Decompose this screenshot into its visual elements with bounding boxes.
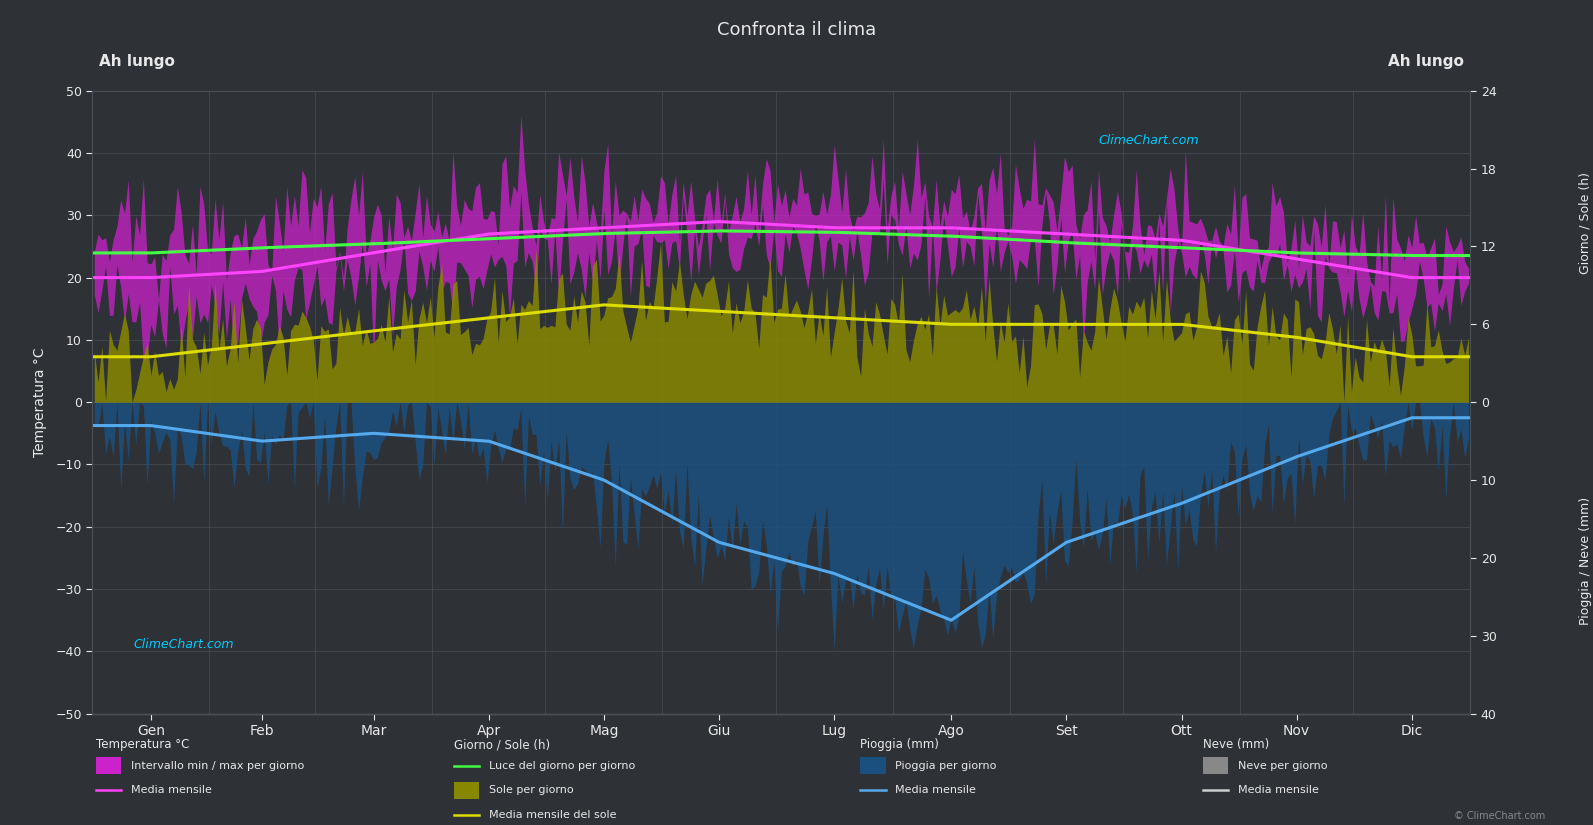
Text: Sole per giorno: Sole per giorno xyxy=(489,785,573,795)
Text: Confronta il clima: Confronta il clima xyxy=(717,21,876,39)
Text: Luce del giorno per giorno: Luce del giorno per giorno xyxy=(489,761,636,771)
Text: Intervallo min / max per giorno: Intervallo min / max per giorno xyxy=(131,761,304,771)
Y-axis label: Temperatura °C: Temperatura °C xyxy=(33,347,48,457)
Text: Pioggia per giorno: Pioggia per giorno xyxy=(895,761,997,771)
Text: Media mensile: Media mensile xyxy=(895,785,977,795)
Text: Media mensile: Media mensile xyxy=(1238,785,1319,795)
Text: Giorno / Sole (h): Giorno / Sole (h) xyxy=(454,738,550,752)
Text: Ah lungo: Ah lungo xyxy=(1388,54,1464,69)
Text: Temperatura °C: Temperatura °C xyxy=(96,738,190,752)
Text: ClimeChart.com: ClimeChart.com xyxy=(1098,134,1200,148)
Text: Media mensile del sole: Media mensile del sole xyxy=(489,810,616,820)
Text: Pioggia (mm): Pioggia (mm) xyxy=(860,738,940,752)
Text: Media mensile: Media mensile xyxy=(131,785,212,795)
Text: Giorno / Sole (h): Giorno / Sole (h) xyxy=(1579,172,1591,274)
Text: Neve (mm): Neve (mm) xyxy=(1203,738,1270,752)
Text: Ah lungo: Ah lungo xyxy=(99,54,175,69)
Text: Neve per giorno: Neve per giorno xyxy=(1238,761,1327,771)
Text: © ClimeChart.com: © ClimeChart.com xyxy=(1454,811,1545,821)
Text: ClimeChart.com: ClimeChart.com xyxy=(134,639,234,652)
Text: Pioggia / Neve (mm): Pioggia / Neve (mm) xyxy=(1579,497,1591,625)
